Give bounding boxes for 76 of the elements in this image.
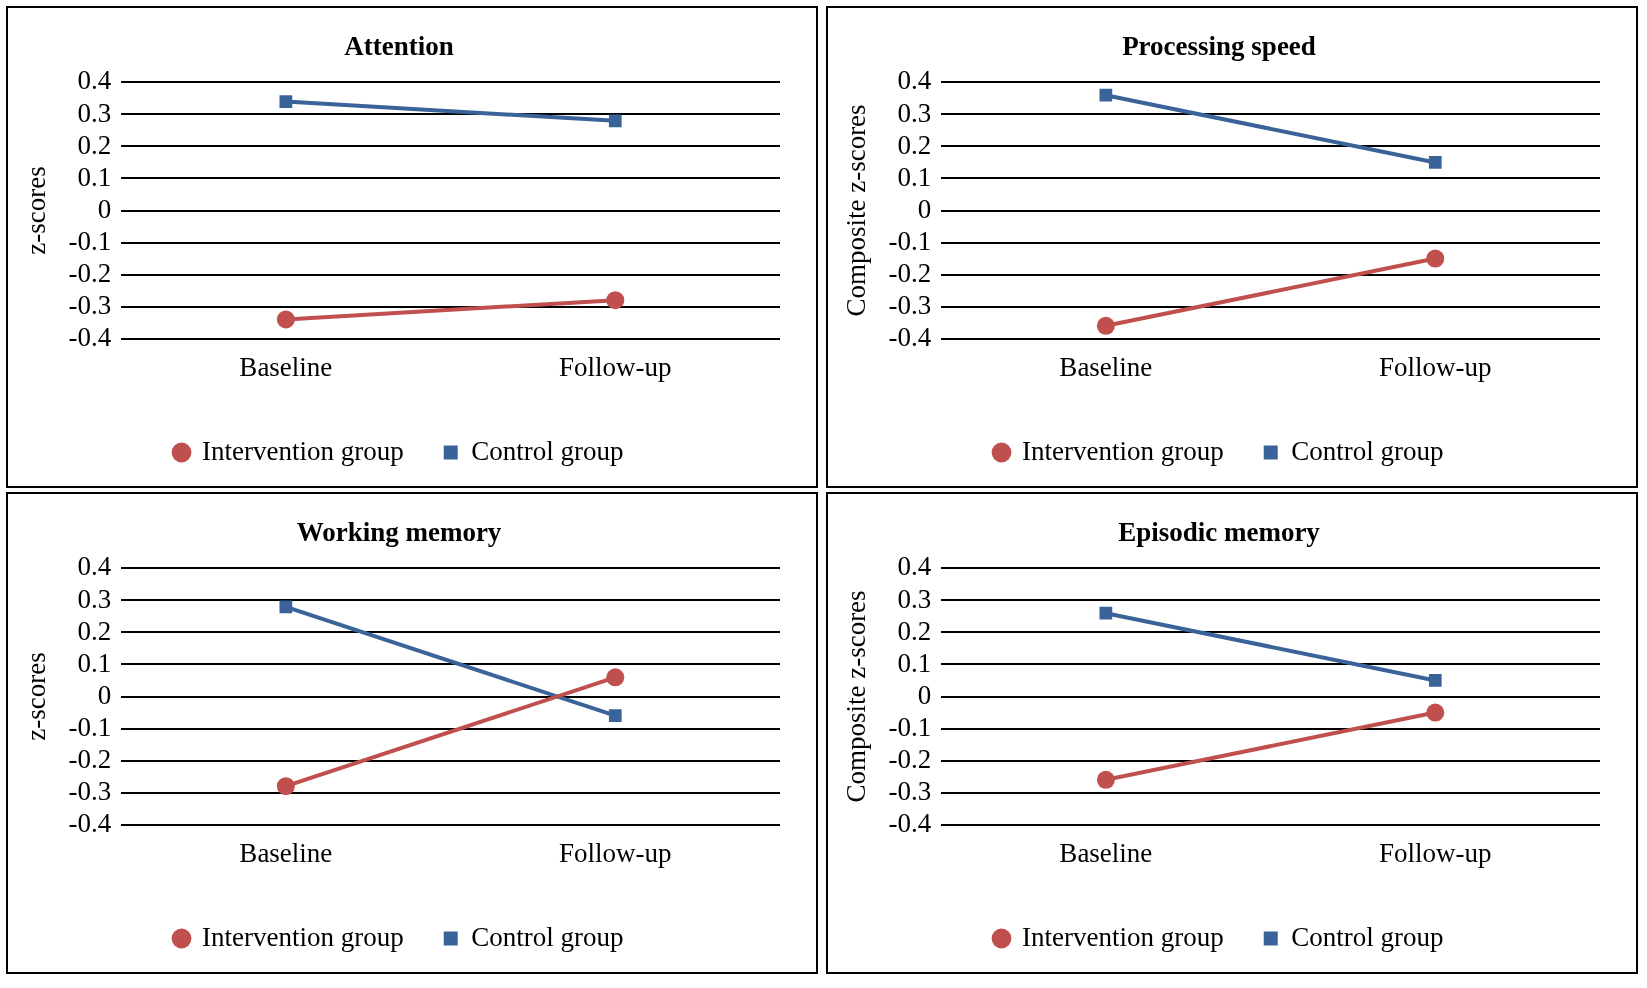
chart-title: Working memory [296, 517, 502, 548]
x-tick-label: Baseline [239, 351, 333, 382]
y-tick-label: 0.4 [77, 551, 112, 582]
point [279, 600, 293, 614]
y-tick-label: -0.4 [68, 321, 112, 352]
y-tick-label: -0.2 [68, 257, 112, 288]
y-tick-label: 0.4 [897, 551, 932, 582]
y-axis-title: Composite z-scores [841, 104, 872, 317]
y-tick-label: -0.1 [888, 225, 932, 256]
point [1426, 249, 1445, 268]
y-tick-label: 0.4 [77, 65, 112, 96]
point [608, 709, 622, 723]
x-tick-label: Baseline [239, 837, 333, 868]
legend-label: Control group [471, 921, 624, 952]
y-tick-label: -0.1 [68, 225, 112, 256]
x-tick-label: Follow-up [559, 837, 672, 868]
legend-label: Intervention group [1022, 921, 1224, 952]
y-tick-label: 0 [97, 193, 112, 224]
point [1096, 770, 1115, 789]
point [1426, 703, 1445, 722]
y-tick-label: 0.1 [77, 647, 112, 678]
legend-label: Intervention group [1022, 435, 1224, 466]
point [1096, 316, 1115, 335]
y-tick-label: -0.2 [888, 743, 932, 774]
y-tick-label: 0.3 [77, 583, 112, 614]
y-tick-label: 0.4 [897, 65, 932, 96]
y-tick-label: -0.2 [68, 743, 112, 774]
y-tick-label: 0.2 [897, 129, 932, 160]
chart-title: Processing speed [1122, 31, 1316, 62]
point [276, 777, 295, 796]
y-axis-title: Composite z-scores [841, 590, 872, 803]
y-tick-label: 0 [917, 679, 932, 710]
legend-label: Control group [471, 435, 624, 466]
y-tick-label: -0.4 [68, 807, 112, 838]
y-tick-label: -0.1 [888, 711, 932, 742]
point [606, 291, 625, 310]
x-tick-label: Baseline [1059, 351, 1153, 382]
y-tick-label: 0.1 [897, 647, 932, 678]
point [1428, 674, 1442, 687]
point [606, 668, 625, 687]
y-tick-label: -0.3 [888, 775, 932, 806]
y-tick-label: 0.2 [897, 615, 932, 646]
y-tick-label: 0 [917, 193, 932, 224]
y-axis-title: z-scores [21, 166, 52, 255]
y-tick-label: -0.2 [888, 257, 932, 288]
x-tick-label: Follow-up [1379, 837, 1492, 868]
x-tick-label: Follow-up [1379, 351, 1492, 382]
y-axis-title: z-scores [21, 652, 52, 741]
y-tick-label: 0.2 [77, 129, 112, 160]
y-tick-label: -0.4 [888, 807, 932, 838]
y-tick-label: 0.1 [77, 161, 112, 192]
point [279, 95, 293, 108]
y-tick-label: 0.3 [897, 97, 932, 128]
legend-label: Control group [1291, 435, 1444, 466]
y-tick-label: 0 [97, 679, 112, 710]
legend-label: Intervention group [202, 435, 404, 466]
y-tick-label: 0.2 [77, 615, 112, 646]
y-tick-label: 0.3 [77, 97, 112, 128]
x-tick-label: Baseline [1059, 837, 1153, 868]
point [276, 310, 295, 329]
y-tick-label: -0.3 [888, 289, 932, 320]
legend-label: Control group [1291, 921, 1444, 952]
x-tick-label: Follow-up [559, 351, 672, 382]
y-tick-label: 0.3 [897, 583, 932, 614]
y-tick-label: -0.1 [68, 711, 112, 742]
chart-title: Attention [344, 31, 454, 62]
legend-label: Intervention group [202, 921, 404, 952]
y-tick-label: -0.4 [888, 321, 932, 352]
y-tick-label: 0.1 [897, 161, 932, 192]
point [1428, 156, 1442, 169]
point [608, 114, 622, 128]
y-tick-label: -0.3 [68, 289, 112, 320]
chart-title: Episodic memory [1118, 517, 1321, 548]
point [1099, 88, 1113, 102]
point [1099, 606, 1113, 620]
y-tick-label: -0.3 [68, 775, 112, 806]
